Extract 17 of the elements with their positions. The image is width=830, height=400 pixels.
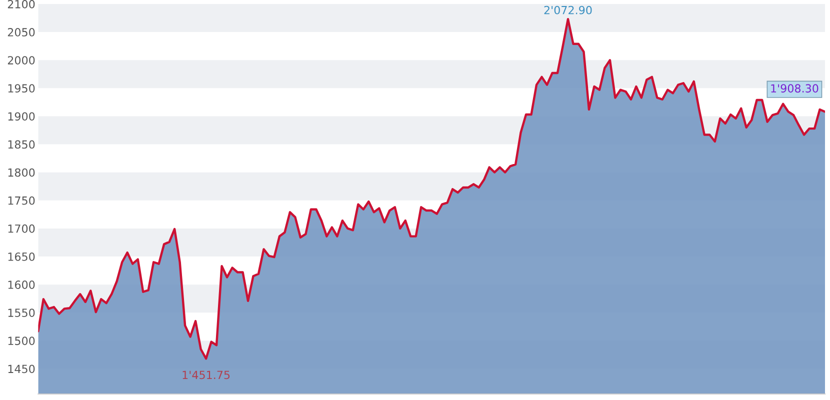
y-tick-label: 2000 bbox=[8, 56, 35, 64]
y-tick-label: 1800 bbox=[8, 168, 35, 177]
annotation: 2'072.90 bbox=[544, 6, 592, 14]
annotation: 1'908.30 bbox=[771, 84, 818, 93]
y-tick-label: 2100 bbox=[8, 0, 35, 8]
y-tick-label: 1850 bbox=[8, 140, 35, 149]
annotation: 1'451.75 bbox=[182, 370, 230, 380]
y-tick-label: 1500 bbox=[8, 336, 35, 346]
y-tick-label: 1900 bbox=[8, 112, 35, 121]
y-tick-label: 1550 bbox=[8, 308, 35, 318]
y-tick-label: 1950 bbox=[8, 84, 35, 93]
y-tick-label: 1450 bbox=[8, 364, 35, 374]
y-tick-label: 1650 bbox=[8, 252, 35, 261]
y-tick-label: 1600 bbox=[8, 280, 35, 289]
y-tick-label: 2050 bbox=[8, 28, 35, 36]
y-tick-label: 1750 bbox=[8, 196, 35, 205]
y-tick-label: 1700 bbox=[8, 224, 35, 233]
